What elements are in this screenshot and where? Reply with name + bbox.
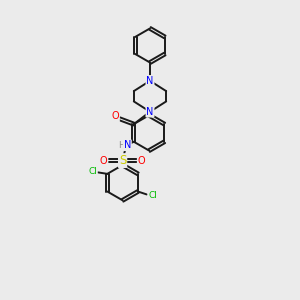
Text: Cl: Cl bbox=[148, 190, 157, 200]
Text: N: N bbox=[146, 107, 154, 117]
Text: H: H bbox=[118, 141, 125, 150]
Text: O: O bbox=[111, 111, 119, 122]
Text: N: N bbox=[146, 76, 154, 86]
Text: O: O bbox=[100, 156, 108, 166]
Text: S: S bbox=[119, 154, 126, 167]
Text: O: O bbox=[138, 156, 145, 166]
Text: N: N bbox=[124, 140, 131, 150]
Text: Cl: Cl bbox=[88, 167, 97, 176]
